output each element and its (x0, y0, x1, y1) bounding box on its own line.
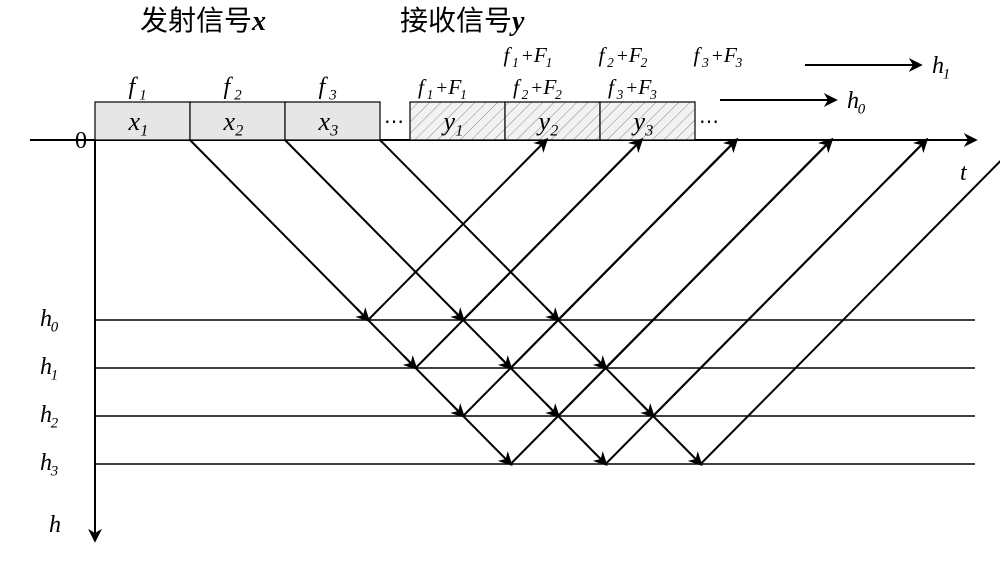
svg-text:1: 1 (943, 66, 950, 82)
svg-text:1: 1 (140, 123, 148, 140)
svg-text:1: 1 (460, 87, 467, 102)
svg-text:x: x (318, 107, 331, 136)
svg-text:f: f (129, 74, 139, 100)
svg-text:接收信号y: 接收信号y (400, 5, 525, 37)
svg-text:y: y (631, 107, 646, 136)
svg-text:2: 2 (235, 123, 243, 140)
svg-text:h: h (49, 512, 61, 538)
svg-text:0: 0 (51, 319, 59, 335)
svg-text:⋯: ⋯ (384, 111, 404, 133)
svg-text:3: 3 (50, 463, 58, 479)
svg-text:3: 3 (329, 123, 338, 140)
svg-text:f: f (224, 74, 234, 100)
svg-text:x: x (223, 107, 236, 136)
svg-text:2: 2 (522, 87, 529, 102)
svg-text:1: 1 (51, 367, 58, 383)
svg-text:t: t (960, 160, 968, 186)
svg-text:3: 3 (644, 123, 653, 140)
svg-text:+: + (617, 46, 628, 67)
svg-text:3: 3 (616, 87, 624, 102)
svg-text:+: + (531, 78, 542, 99)
svg-text:发射信号x: 发射信号x (140, 5, 266, 37)
svg-text:1: 1 (427, 87, 434, 102)
svg-text:f: f (319, 74, 329, 100)
svg-text:2: 2 (234, 87, 242, 103)
svg-text:+: + (522, 46, 533, 67)
svg-text:3: 3 (735, 55, 743, 70)
svg-text:1: 1 (546, 55, 553, 70)
svg-text:+: + (712, 46, 723, 67)
svg-text:2: 2 (550, 123, 558, 140)
svg-text:0: 0 (75, 128, 87, 154)
svg-text:x: x (128, 107, 141, 136)
svg-text:2: 2 (641, 55, 648, 70)
svg-text:1: 1 (139, 87, 146, 103)
svg-text:y: y (441, 107, 456, 136)
svg-text:0: 0 (858, 101, 866, 117)
svg-text:1: 1 (512, 55, 519, 70)
svg-text:+: + (626, 78, 637, 99)
svg-text:3: 3 (328, 87, 336, 103)
svg-text:y: y (536, 107, 551, 136)
svg-text:2: 2 (51, 415, 59, 431)
svg-text:3: 3 (649, 87, 657, 102)
svg-text:1: 1 (455, 123, 463, 140)
svg-text:3: 3 (701, 55, 709, 70)
svg-text:2: 2 (607, 55, 614, 70)
svg-text:2: 2 (555, 87, 562, 102)
svg-text:+: + (436, 78, 447, 99)
svg-text:⋯: ⋯ (699, 111, 719, 133)
